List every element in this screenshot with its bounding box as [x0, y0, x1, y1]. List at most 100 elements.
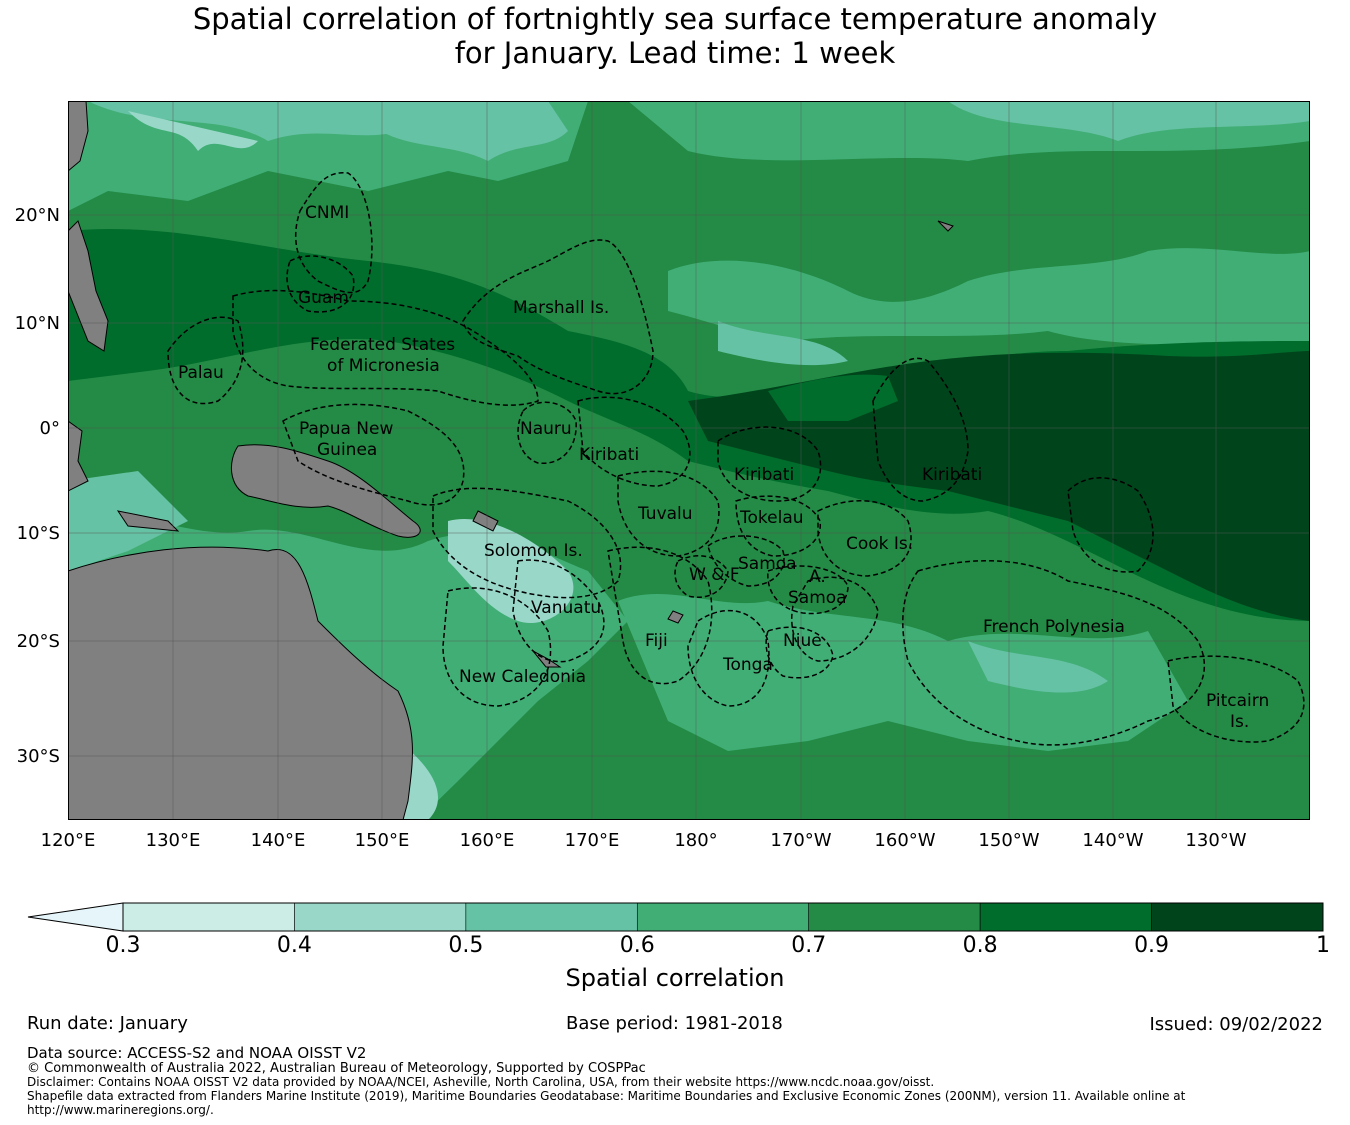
map-frame — [68, 101, 1310, 820]
label-as-2: Samoa — [788, 588, 847, 608]
land-solomon — [472, 510, 499, 532]
label-pitcairn-2: Is. — [1230, 712, 1249, 732]
land-australia — [68, 546, 413, 820]
lat-label-10s: 10°S — [16, 523, 60, 544]
disclaimer: Disclaimer: Contains NOAA OISST V2 data … — [27, 1075, 935, 1089]
label-marshall: Marshall Is. — [513, 298, 609, 318]
eez-fp-north — [1067, 477, 1154, 573]
label-tokelau: Tokelau — [739, 508, 804, 528]
label-pitcairn-1: Pitcairn — [1206, 691, 1269, 711]
label-kiribati-c: Kiribati — [734, 465, 794, 485]
eez-palau — [167, 316, 244, 405]
lon-label-130w: 130°W — [1185, 830, 1247, 851]
correlation-field-dark — [68, 228, 1310, 621]
label-tonga: Tonga — [722, 655, 773, 675]
data-source: Data source: ACCESS-S2 and NOAA OISST V2 — [27, 1044, 367, 1062]
label-nauru: Nauru — [520, 419, 572, 439]
eez-american-samoa — [767, 565, 849, 615]
eez-vanuatu — [512, 559, 605, 663]
lon-label-150e: 150°E — [354, 830, 410, 851]
land-timor — [116, 510, 180, 532]
eez-cook-south — [791, 576, 879, 662]
colorbar-tick-label: 0.3 — [105, 933, 141, 958]
copyright: © Commonwealth of Australia 2022, Austra… — [27, 1061, 646, 1076]
colorbar-frame — [122, 902, 1324, 932]
eez-guam — [286, 255, 355, 313]
title-line-2: for January. Lead time: 1 week — [454, 36, 896, 70]
lat-label-30s: 30°S — [16, 746, 60, 767]
label-png-2: Guinea — [317, 440, 377, 460]
label-png-1: Papua New — [299, 419, 393, 439]
eez-pitcairn — [1167, 655, 1305, 743]
colorbar-tick-label: 0.6 — [619, 933, 655, 958]
lon-label-180: 180° — [674, 830, 718, 851]
label-fiji: Fiji — [645, 631, 668, 651]
colorbar-tick-label: 1 — [1316, 933, 1330, 958]
map-title: Spatial correlation of fortnightly sea s… — [0, 2, 1350, 70]
label-solomon: Solomon Is. — [484, 541, 583, 561]
graticule — [68, 101, 1310, 820]
eez-tokelau — [735, 495, 821, 557]
colorbar — [27, 902, 1324, 932]
label-vanuatu: Vanuatu — [531, 598, 601, 618]
colorbar-segment — [808, 902, 981, 932]
shapefile-credit-1: Shapefile data extracted from Flanders M… — [27, 1089, 1186, 1103]
colorbar-tick-label: 0.8 — [962, 933, 998, 958]
land-sulawesi — [68, 420, 89, 492]
map-svg: CNMI Guam Marshall Is. Federated States … — [68, 101, 1310, 820]
lon-label-130e: 130°E — [145, 830, 201, 851]
eez-cook-north — [817, 500, 912, 577]
label-as-1: A. — [809, 567, 826, 587]
region-labels: CNMI Guam Marshall Is. Federated States … — [178, 203, 1269, 732]
label-fsm-1: Federated States — [310, 335, 455, 355]
colorbar-tick-label: 0.7 — [791, 933, 827, 958]
colorbar-segment — [636, 902, 810, 932]
colorbar-segment — [979, 902, 1152, 932]
colorbar-tick-label: 0.9 — [1134, 933, 1170, 958]
label-new-caledonia: New Caledonia — [459, 667, 586, 687]
colorbar-label: Spatial correlation — [565, 964, 785, 992]
eez-cnmi — [294, 172, 373, 294]
land-hawaii — [937, 220, 954, 232]
eez-fiji — [607, 546, 713, 685]
land-new-guinea — [230, 444, 421, 538]
label-niue: Niue — [783, 631, 822, 651]
colorbar-segment — [465, 902, 638, 932]
eez-solomon — [432, 487, 622, 599]
lon-label-170w: 170°W — [770, 830, 832, 851]
lon-label-160e: 160°E — [459, 830, 515, 851]
colorbar-segment — [294, 902, 467, 932]
eez-new-caledonia — [442, 587, 552, 707]
land-fiji — [667, 610, 684, 624]
eez-tuvalu — [617, 470, 720, 557]
map-panel[interactable]: CNMI Guam Marshall Is. Federated States … — [68, 101, 1310, 820]
run-date: Run date: January — [27, 1013, 188, 1034]
eez-french-polynesia — [902, 560, 1205, 746]
label-samoa: Samoa — [738, 554, 797, 574]
land-philippines — [68, 220, 109, 352]
colorbar-extension — [27, 902, 124, 932]
lon-label-150w: 150°W — [978, 830, 1040, 851]
label-french-polynesia: French Polynesia — [983, 617, 1125, 637]
label-wf: W & F — [689, 565, 740, 585]
eez-nauru — [517, 401, 577, 464]
eez-png — [282, 403, 465, 506]
eez-fsm — [232, 289, 539, 406]
eez-tonga — [687, 610, 770, 707]
label-palau: Palau — [178, 363, 224, 383]
lat-label-0: 0° — [39, 418, 60, 439]
colorbar-segment — [1151, 902, 1324, 932]
eez-boundaries — [167, 172, 1305, 746]
colorbar-segment — [122, 902, 295, 932]
lat-label-20s: 20°S — [16, 631, 60, 652]
label-kiribati-w: Kiribati — [579, 445, 639, 465]
lon-label-140e: 140°E — [250, 830, 306, 851]
lon-label-140w: 140°W — [1082, 830, 1144, 851]
colorbar-tick-label: 0.5 — [448, 933, 484, 958]
eez-wf — [674, 555, 729, 598]
lat-label-10n: 10°N — [14, 313, 60, 334]
colorbar-tick-label: 0.4 — [276, 933, 312, 958]
label-guam: Guam — [298, 288, 349, 308]
colorbar-segments — [27, 902, 1324, 932]
title-line-1: Spatial correlation of fortnightly sea s… — [192, 2, 1158, 36]
